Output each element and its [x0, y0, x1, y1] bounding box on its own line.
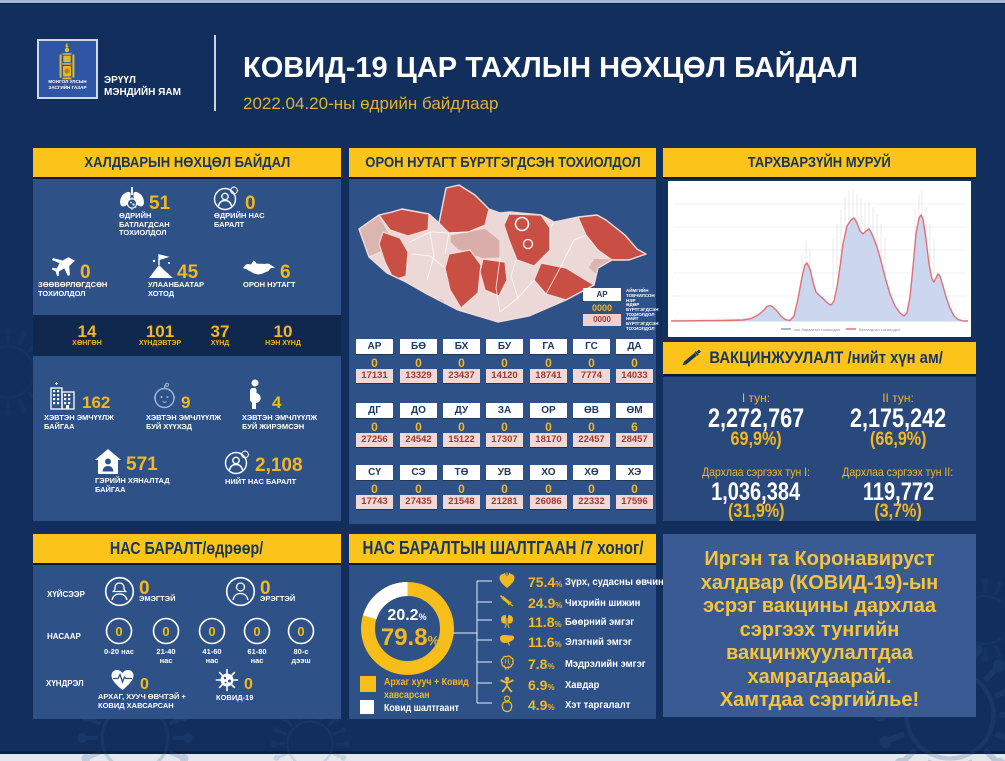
svg-text:нас баралтын тохиолдол: нас баралтын тохиолдол: [794, 327, 841, 332]
svg-text:батлагдсан тохиолдол: батлагдсан тохиолдол: [859, 327, 901, 332]
